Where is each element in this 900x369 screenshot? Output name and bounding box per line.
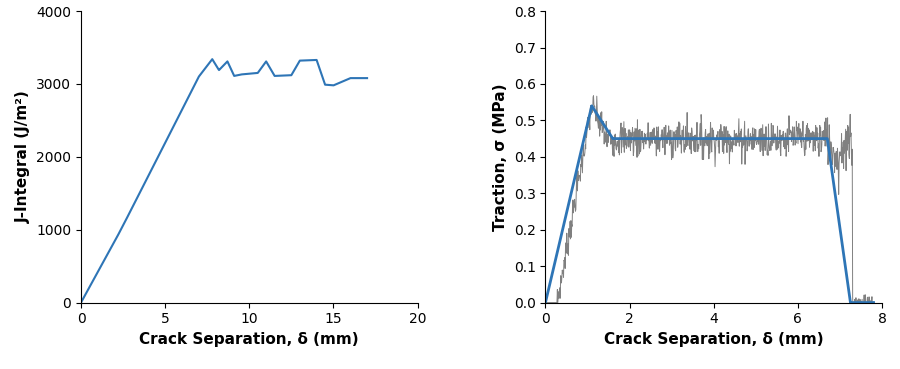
Y-axis label: Traction, σ (MPa): Traction, σ (MPa): [493, 83, 508, 231]
X-axis label: Crack Separation, δ (mm): Crack Separation, δ (mm): [140, 332, 359, 347]
X-axis label: Crack Separation, δ (mm): Crack Separation, δ (mm): [604, 332, 824, 347]
Y-axis label: J-Integral (J/m²): J-Integral (J/m²): [15, 90, 31, 223]
